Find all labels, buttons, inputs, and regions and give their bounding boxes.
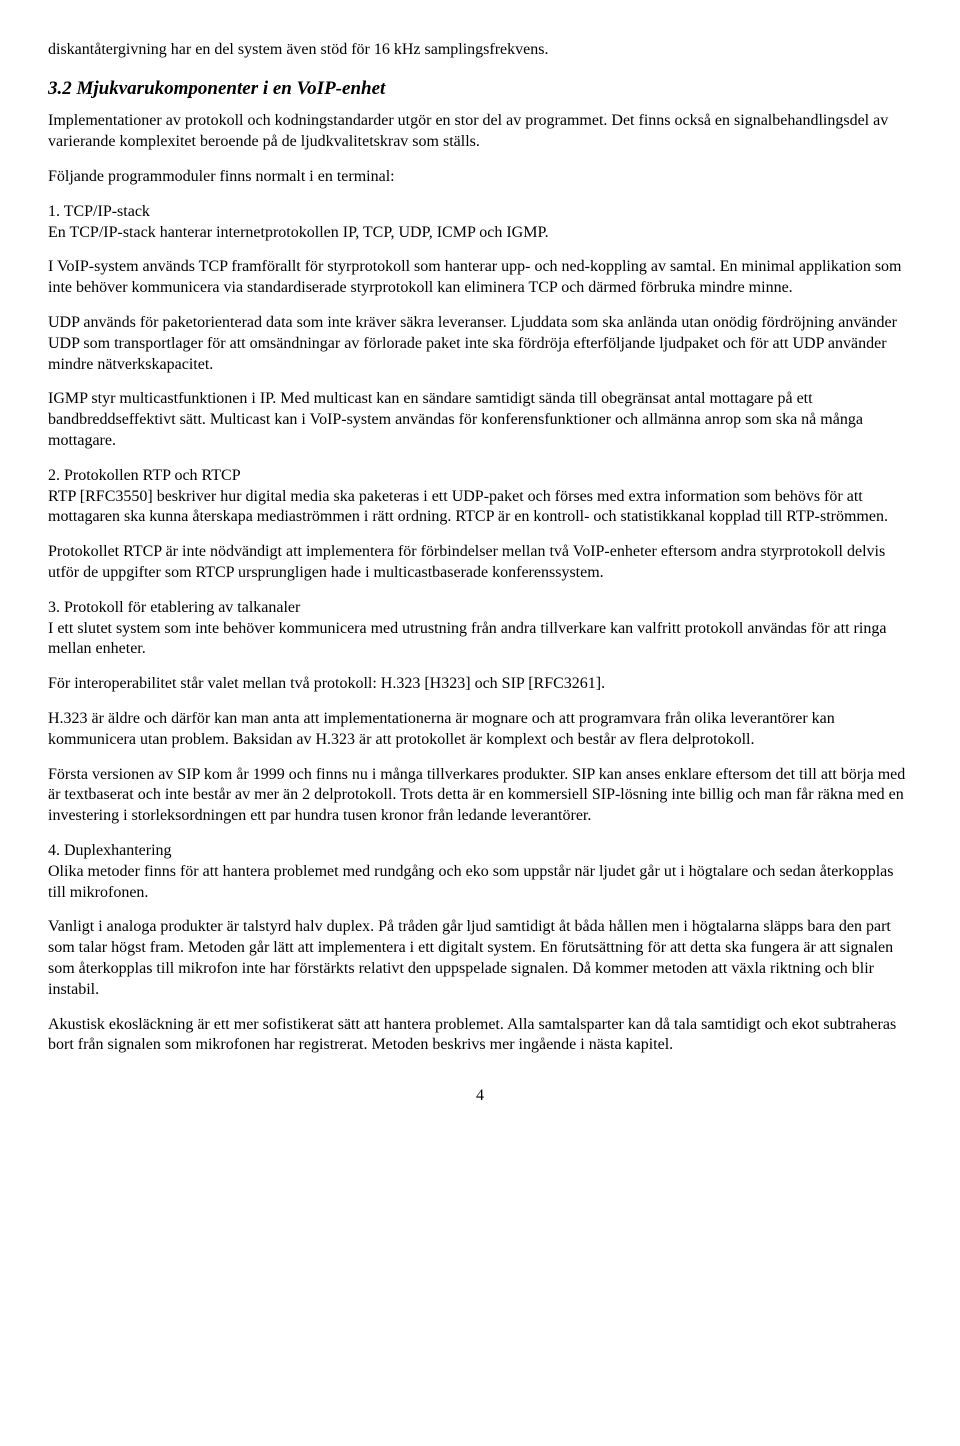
- body-paragraph: 1. TCP/IP-stack En TCP/IP-stack hanterar…: [48, 202, 912, 244]
- list-item-title: 3. Protokoll för etablering av talkanale…: [48, 599, 300, 616]
- body-paragraph: För interoperabilitet står valet mellan …: [48, 674, 912, 695]
- body-paragraph: 3. Protokoll för etablering av talkanale…: [48, 598, 912, 660]
- body-paragraph: 2. Protokollen RTP och RTCP RTP [RFC3550…: [48, 466, 912, 528]
- page-number: 4: [48, 1086, 912, 1107]
- list-item-body: Olika metoder finns för att hantera prob…: [48, 863, 894, 901]
- body-paragraph: 4. Duplexhantering Olika metoder finns f…: [48, 841, 912, 903]
- section-heading-3-2: 3.2 Mjukvarukomponenter i en VoIP-enhet: [48, 77, 912, 102]
- body-paragraph: Protokollet RTCP är inte nödvändigt att …: [48, 542, 912, 584]
- list-item-title: 1. TCP/IP-stack: [48, 203, 150, 220]
- body-paragraph: Akustisk ekosläckning är ett mer sofisti…: [48, 1015, 912, 1057]
- body-paragraph: I VoIP-system används TCP framförallt fö…: [48, 257, 912, 299]
- intro-paragraph: diskantåtergivning har en del system äve…: [48, 40, 912, 61]
- body-paragraph: Implementationer av protokoll och kodnin…: [48, 111, 912, 153]
- body-paragraph: H.323 är äldre och därför kan man anta a…: [48, 709, 912, 751]
- body-paragraph: UDP används för paketorienterad data som…: [48, 313, 912, 375]
- list-item-title: 4. Duplexhantering: [48, 842, 172, 859]
- body-paragraph: Första versionen av SIP kom år 1999 och …: [48, 765, 912, 827]
- list-item-body: I ett slutet system som inte behöver kom…: [48, 620, 886, 658]
- list-item-body: RTP [RFC3550] beskriver hur digital medi…: [48, 488, 888, 526]
- list-item-title: 2. Protokollen RTP och RTCP: [48, 467, 241, 484]
- body-paragraph: IGMP styr multicastfunktionen i IP. Med …: [48, 389, 912, 451]
- body-paragraph: Följande programmoduler finns normalt i …: [48, 167, 912, 188]
- list-item-body: En TCP/IP-stack hanterar internetprotoko…: [48, 224, 549, 241]
- body-paragraph: Vanligt i analoga produkter är talstyrd …: [48, 917, 912, 1000]
